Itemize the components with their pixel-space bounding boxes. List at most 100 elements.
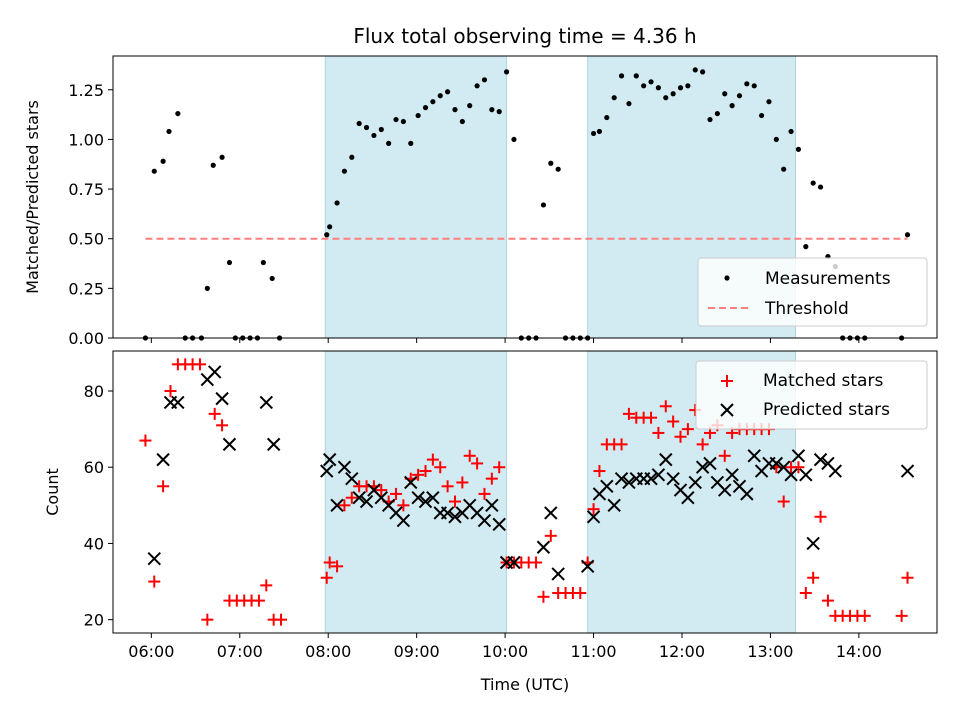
matched-star-point <box>858 609 871 622</box>
x-stroke-b <box>622 475 636 490</box>
measurement-point <box>378 126 384 133</box>
x-stroke-b <box>470 506 484 520</box>
x-tick-label: 14:00 <box>836 642 882 661</box>
predicted-star-point <box>222 437 237 452</box>
y-tick-label: 1.25 <box>68 81 104 100</box>
x-stroke-b <box>673 483 688 497</box>
ratio-y-axis-label: Matched/Predicted stars <box>23 100 42 294</box>
predicted-star-point <box>259 395 274 410</box>
y-tick-label: 0.75 <box>68 180 104 199</box>
predicted-star-point <box>426 491 440 505</box>
predicted-star-point <box>440 506 455 520</box>
measurement-point <box>269 275 275 282</box>
ratio-panel: 0.00 0.25 0.50 0.75 1.00 1.25 Matched/Predict… <box>23 55 938 348</box>
predicted-star-point <box>418 494 433 509</box>
x-stroke-b <box>492 517 506 532</box>
count-legend: Matched stars Predicted stars <box>695 360 928 430</box>
measurement-point <box>758 112 765 119</box>
count-panel: 06:00 07:00 08:00 09:00 10:00 11:00 12:00 13:00… <box>43 350 938 694</box>
x-stroke-b <box>266 437 281 452</box>
y-tick-label: 60 <box>84 458 104 477</box>
x-stroke-b <box>259 395 274 410</box>
matched-star-point <box>659 400 672 413</box>
predicted-star-point <box>215 391 229 406</box>
matched-star-point <box>164 385 177 398</box>
x-stroke-b <box>644 471 658 486</box>
x-stroke-b <box>485 498 499 513</box>
x-stroke-b <box>463 498 477 513</box>
measurement-point <box>408 140 414 146</box>
x-stroke-b <box>404 475 418 490</box>
predicted-star-point <box>551 567 565 581</box>
measurement-point <box>548 160 554 166</box>
x-stroke-b <box>828 464 842 478</box>
measurement-point <box>729 103 735 109</box>
matched-star-point <box>323 556 336 569</box>
x-stroke-b <box>586 510 601 524</box>
measurement-point <box>166 128 172 135</box>
predicted-star-point <box>345 471 359 486</box>
predicted-star-point <box>703 456 717 471</box>
matched-star-point <box>799 586 812 599</box>
x-stroke-b <box>666 471 680 486</box>
measurement-point <box>386 140 392 146</box>
predicted-star-point <box>266 437 281 452</box>
measurement-point <box>633 73 639 79</box>
measurement-point <box>341 168 348 174</box>
measurement-point <box>773 136 779 143</box>
predicted-star-point <box>448 510 462 524</box>
measurement-point <box>393 116 399 123</box>
x-stroke-b <box>322 452 337 467</box>
measurement-point <box>503 69 510 75</box>
predicted-star-point <box>688 475 702 490</box>
measurement-point <box>204 285 210 291</box>
predicted-star-point <box>411 491 425 505</box>
measurement-point <box>596 128 603 135</box>
matched-star-point <box>448 495 461 508</box>
predicted-star-point <box>492 517 506 532</box>
ratio-axes-frame <box>112 55 938 339</box>
x-stroke-b <box>208 365 222 379</box>
matched-star-point <box>593 465 606 478</box>
matched-star-point <box>375 484 388 497</box>
measurement-point <box>363 124 370 131</box>
predicted-star-point <box>359 494 374 509</box>
x-stroke-b <box>806 536 820 551</box>
x-stroke-b <box>740 487 754 501</box>
matched-star-point <box>193 358 206 371</box>
predicted-star-point <box>813 452 828 467</box>
measurement-point <box>751 83 757 89</box>
measurement-point <box>400 118 406 125</box>
measurement-point <box>445 89 451 95</box>
measurement-point <box>151 168 157 174</box>
measurement-point <box>555 166 561 172</box>
matched-star-point <box>201 613 214 626</box>
x-stroke-b <box>345 471 359 486</box>
measurement-point <box>795 146 802 152</box>
legend-predicted-label: Predicted stars <box>763 400 890 420</box>
predicted-star-point <box>725 468 739 482</box>
measurement-point <box>677 85 684 91</box>
predicted-star-point <box>681 491 695 505</box>
predicted-star-point <box>791 449 806 463</box>
measurement-point <box>736 93 743 99</box>
count-y-axis-label: Count <box>43 468 62 516</box>
matched-star-point <box>397 499 410 512</box>
measurement-point <box>324 232 330 238</box>
matched-star-point <box>530 556 543 569</box>
x-stroke-b <box>776 460 791 474</box>
matched-star-point <box>681 423 694 436</box>
predicted-star-point <box>580 559 595 574</box>
x-stroke-b <box>359 494 374 509</box>
x-stroke-b <box>389 506 403 520</box>
x-stroke-b <box>215 391 229 406</box>
matched-star-point <box>390 487 403 500</box>
predicted-star-point <box>330 498 344 513</box>
x-stroke-b <box>156 452 170 467</box>
matched-star-point <box>338 499 351 512</box>
x-tick-label: 09:00 <box>394 642 440 661</box>
predicted-star-point <box>607 498 621 513</box>
x-tick-label: 08:00 <box>305 642 351 661</box>
matched-star-point <box>537 590 550 603</box>
x-stroke-b <box>747 449 761 463</box>
